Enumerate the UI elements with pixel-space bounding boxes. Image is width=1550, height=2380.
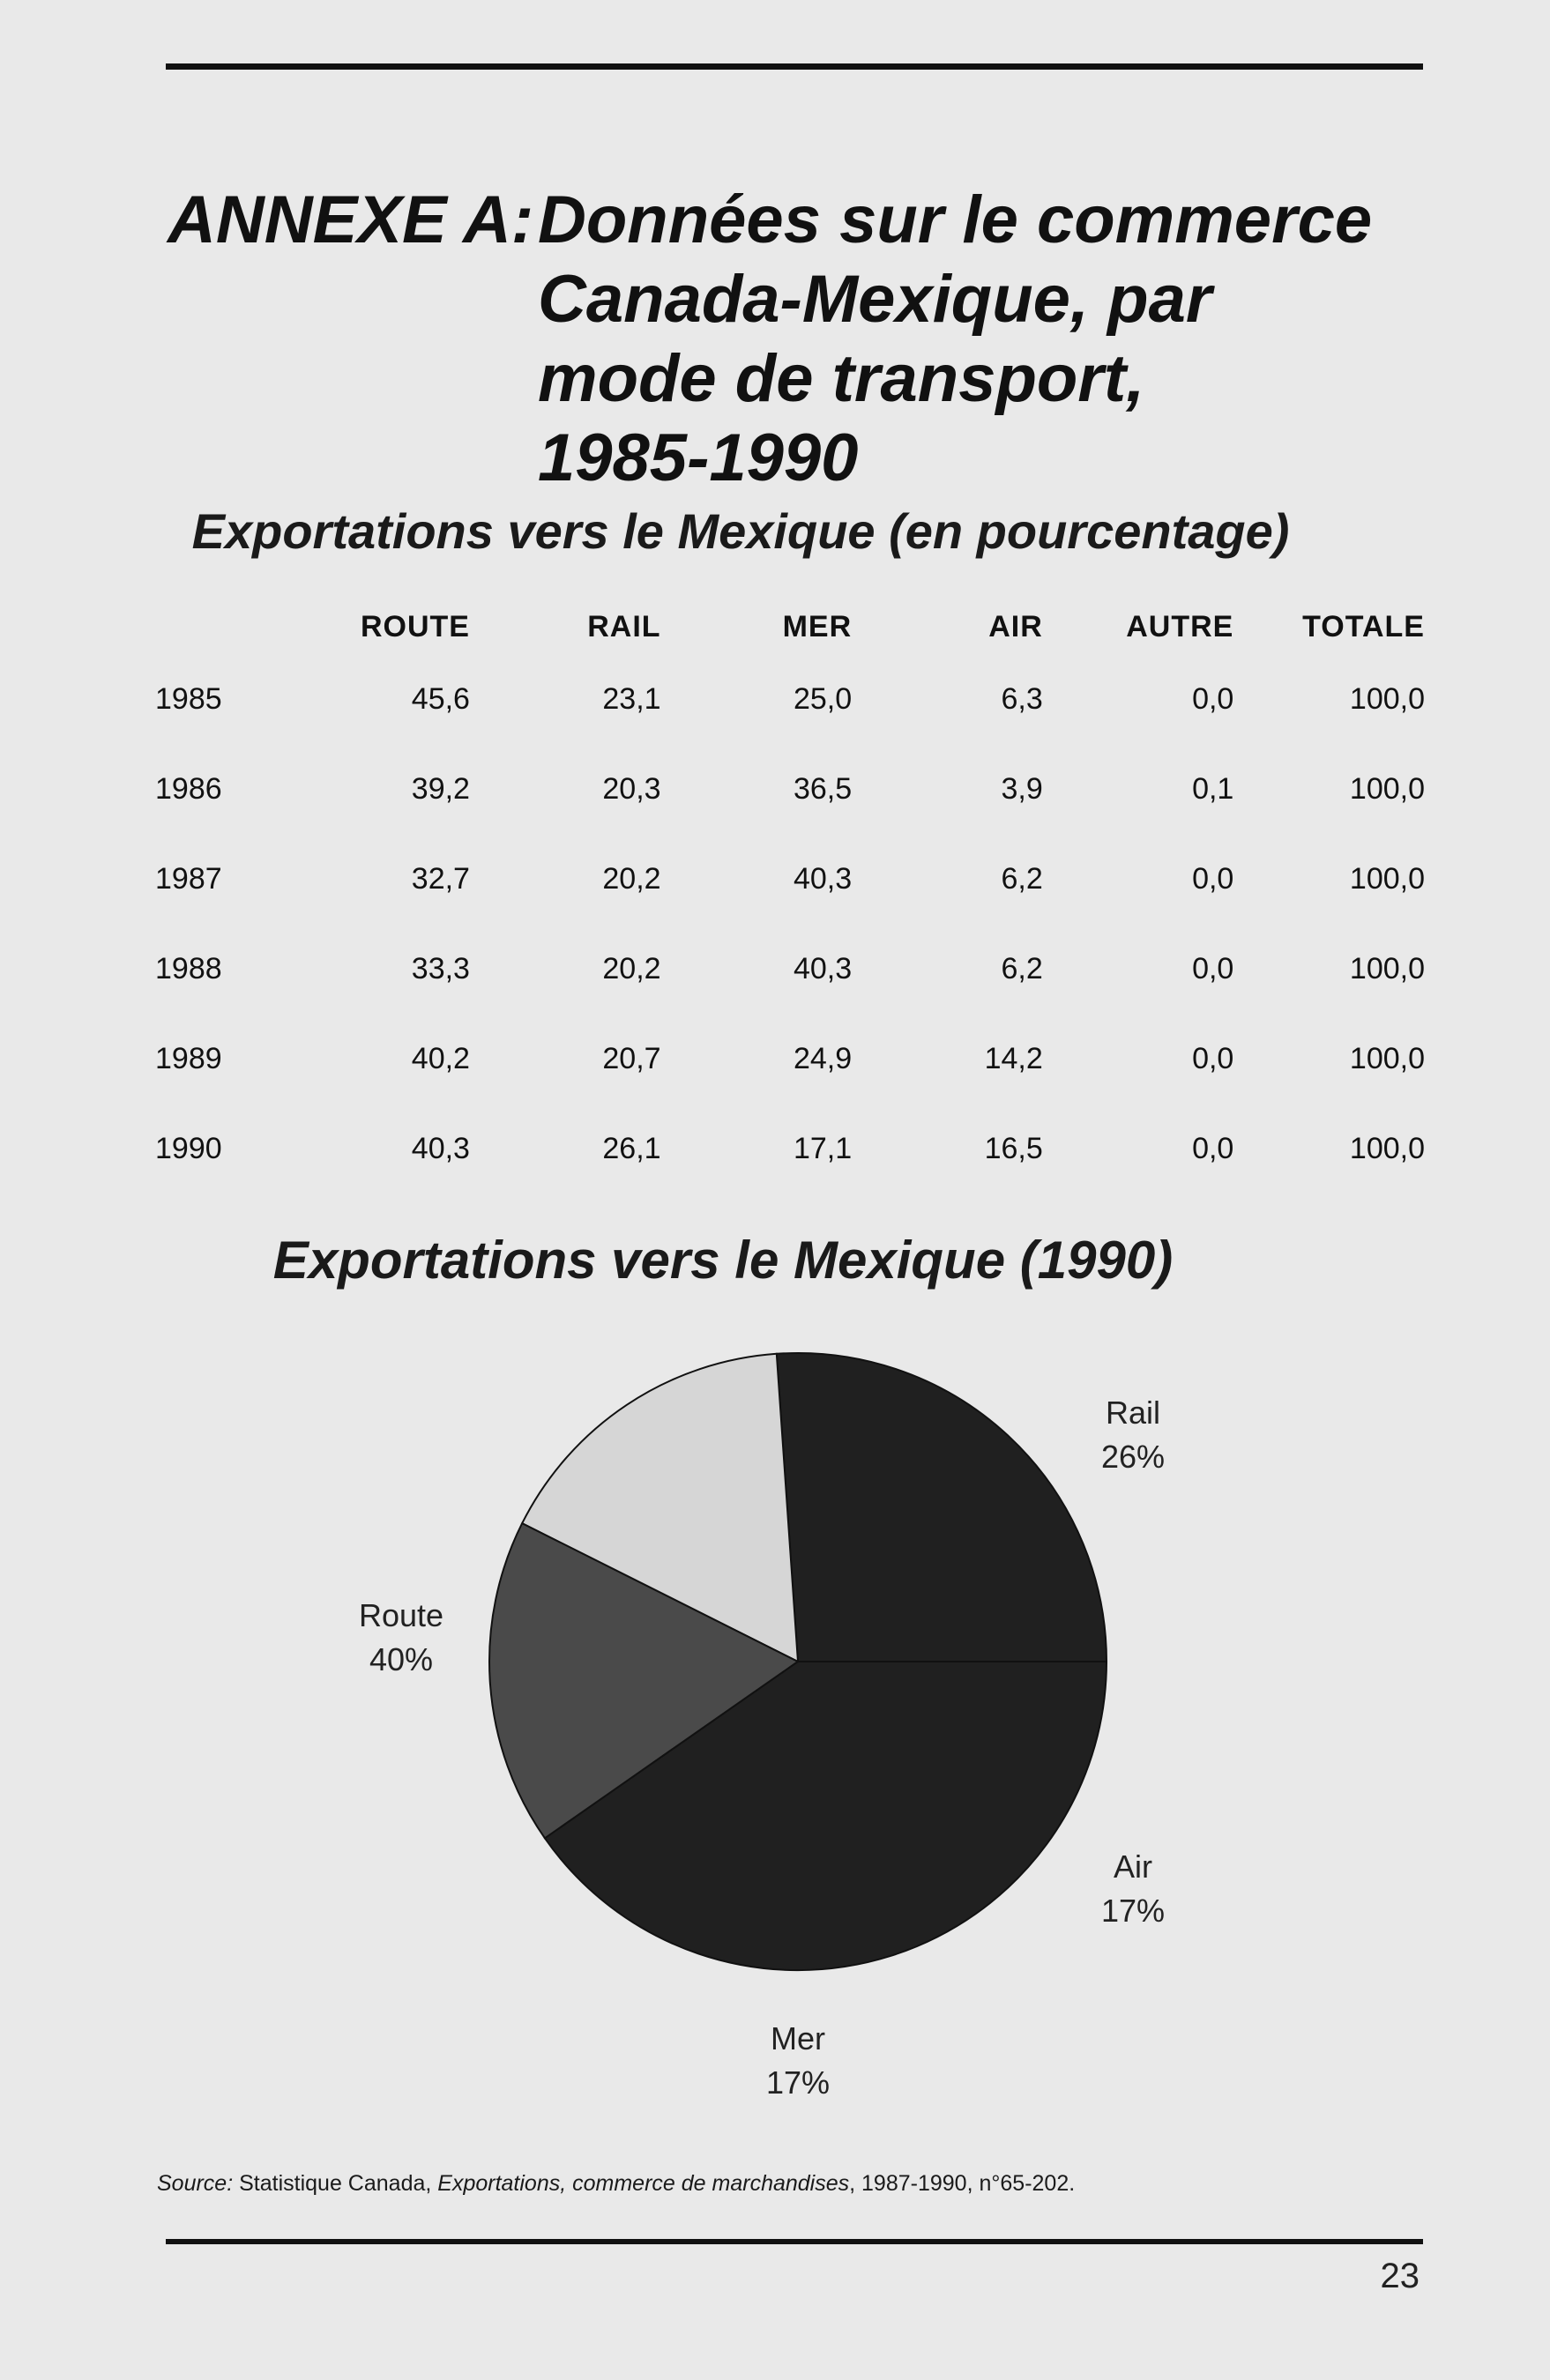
- pie-label-name: Mer: [771, 2020, 825, 2056]
- table-cell: 33,3: [411, 951, 470, 985]
- table-cell: 25,0: [793, 681, 853, 716]
- title-lines: Données sur le commerce Canada-Mexique, …: [538, 181, 1372, 498]
- table-cell: 0,0: [1192, 861, 1234, 896]
- row-year: 1985: [155, 681, 222, 716]
- pie-label-name: Rail: [1106, 1395, 1160, 1431]
- table-cell: 0,0: [1192, 1131, 1234, 1165]
- table-row: 1989 40,2 20,7 24,9 14,2 0,0 100,0: [155, 1014, 1425, 1104]
- page-number: 23: [1380, 2257, 1420, 2295]
- table-cell: 14,2: [984, 1041, 1043, 1075]
- title-line-2: Canada-Mexique, par: [538, 262, 1212, 337]
- table-cell: 6,3: [1001, 681, 1043, 716]
- source-note: Source: Statistique Canada, Exportations…: [157, 2171, 1427, 2197]
- table-cell: 100,0: [1349, 681, 1425, 716]
- source-label: Source:: [157, 2171, 234, 2196]
- row-year: 1986: [155, 771, 222, 806]
- table-row: 1985 45,6 23,1 25,0 6,3 0,0 100,0: [155, 654, 1425, 744]
- table-body: 1985 45,6 23,1 25,0 6,3 0,0 100,0 1986 39,2 20,3 3…: [155, 654, 1425, 1194]
- pie-label-name: Route: [359, 1597, 443, 1633]
- table-cell: 16,5: [984, 1131, 1043, 1165]
- table-cell: 40,2: [411, 1041, 470, 1075]
- pie-slice-mer: [488, 1521, 800, 1840]
- table-cell: 100,0: [1349, 1041, 1425, 1075]
- table-cell: 20,3: [602, 771, 661, 806]
- table-cell: 0,0: [1192, 951, 1234, 985]
- title-line-4: 1985-1990: [538, 420, 859, 495]
- table-cell: 6,2: [1001, 951, 1043, 985]
- table-row: 1986 39,2 20,3 36,5 3,9 0,1 100,0: [155, 744, 1425, 834]
- table-cell: 20,2: [602, 951, 661, 985]
- table-cell: 20,7: [602, 1041, 661, 1075]
- table-cell: 40,3: [793, 951, 853, 985]
- pie-label-name: Air: [1114, 1848, 1152, 1885]
- source-details: , 1987-1990, n°65-202.: [849, 2171, 1076, 2196]
- row-year: 1989: [155, 1041, 222, 1075]
- pie-label-percent: 40%: [369, 1641, 433, 1677]
- table-cell: 40,3: [411, 1131, 470, 1165]
- table-cell: 36,5: [793, 771, 853, 806]
- chart-title: Exportations vers le Mexique (1990): [272, 1231, 1174, 1290]
- table-cell: 23,1: [602, 681, 661, 716]
- table-cell: 0,0: [1192, 1041, 1234, 1075]
- column-header: MER: [782, 609, 853, 643]
- table-row: 1987 32,7 20,2 40,3 6,2 0,0 100,0: [155, 834, 1425, 924]
- table-header-row: ROUTE RAIL MER AIR AUTRE TOTALE: [155, 599, 1425, 654]
- column-header: ROUTE: [360, 609, 470, 643]
- pie-label-percent: 17%: [766, 2064, 830, 2101]
- column-header: AUTRE: [1126, 609, 1234, 643]
- column-header: TOTALE: [1302, 609, 1425, 643]
- table-cell: 0,0: [1192, 681, 1234, 716]
- table-cell: 26,1: [602, 1131, 661, 1165]
- row-year: 1990: [155, 1131, 222, 1165]
- pie-slice-rail: [775, 1352, 1108, 1662]
- table-cell: 32,7: [411, 861, 470, 896]
- table-cell: 45,6: [411, 681, 470, 716]
- title-line-3: mode de transport,: [538, 341, 1145, 416]
- row-year: 1987: [155, 861, 222, 896]
- table-cell: 100,0: [1349, 1131, 1425, 1165]
- source-publication: Exportations, commerce de marchandises: [437, 2171, 850, 2196]
- exports-table: ROUTE RAIL MER AIR AUTRE TOTALE 1985 45,6…: [155, 599, 1425, 1194]
- year-header: [155, 599, 279, 654]
- table-cell: 100,0: [1349, 951, 1425, 985]
- table-cell: 20,2: [602, 861, 661, 896]
- table-title: Exportations vers le Mexique (en pourcen…: [191, 503, 1290, 559]
- pie-slice-route: [543, 1661, 1108, 1972]
- table-cell: 3,9: [1001, 771, 1043, 806]
- table-row: 1988 33,3 20,2 40,3 6,2 0,0 100,0: [155, 924, 1425, 1014]
- column-header: RAIL: [587, 609, 661, 643]
- table-row: 1990 40,3 26,1 17,1 16,5 0,0 100,0: [155, 1104, 1425, 1194]
- table-cell: 100,0: [1349, 771, 1425, 806]
- pie-labels: Rail 26% Air 17% Mer 17% Route 40%: [359, 1395, 1165, 2101]
- top-rule: [166, 63, 1423, 70]
- pie-slices: [488, 1352, 1108, 1972]
- bottom-rule: [166, 2239, 1423, 2244]
- column-header: AIR: [988, 609, 1043, 643]
- pie-label-percent: 17%: [1101, 1893, 1165, 1929]
- pie-label-percent: 26%: [1101, 1439, 1165, 1475]
- table-cell: 39,2: [411, 771, 470, 806]
- table-cell: 6,2: [1001, 861, 1043, 896]
- table-cell: 100,0: [1349, 861, 1425, 896]
- row-year: 1988: [155, 951, 222, 985]
- table-cell: 0,1: [1192, 771, 1234, 806]
- title-lead: ANNEXE A:: [168, 182, 534, 257]
- source-org: Statistique Canada,: [233, 2171, 438, 2196]
- table-cell: 40,3: [793, 861, 853, 896]
- pie-slice-air: [520, 1352, 800, 1663]
- table-cell: 17,1: [793, 1131, 853, 1165]
- title-line-1: Données sur le commerce: [538, 182, 1373, 257]
- table-cell: 24,9: [793, 1041, 853, 1075]
